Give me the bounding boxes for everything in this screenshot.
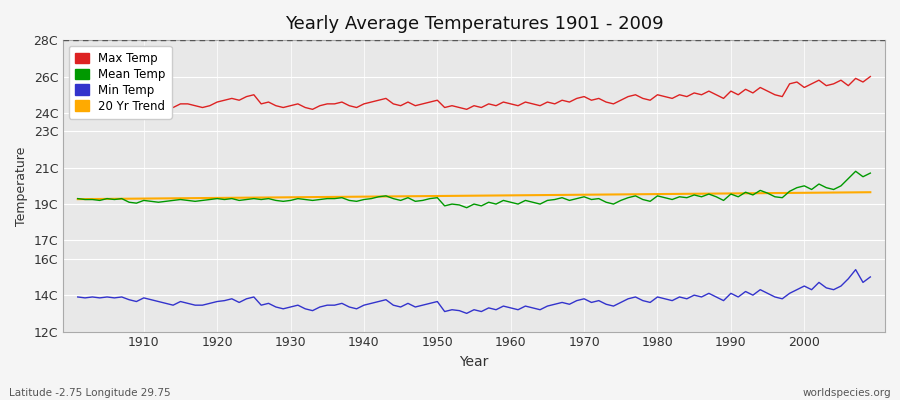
- Text: worldspecies.org: worldspecies.org: [803, 388, 891, 398]
- X-axis label: Year: Year: [459, 355, 489, 369]
- Y-axis label: Temperature: Temperature: [15, 146, 28, 226]
- Title: Yearly Average Temperatures 1901 - 2009: Yearly Average Temperatures 1901 - 2009: [284, 15, 663, 33]
- Legend: Max Temp, Mean Temp, Min Temp, 20 Yr Trend: Max Temp, Mean Temp, Min Temp, 20 Yr Tre…: [69, 46, 172, 119]
- Text: Latitude -2.75 Longitude 29.75: Latitude -2.75 Longitude 29.75: [9, 388, 171, 398]
